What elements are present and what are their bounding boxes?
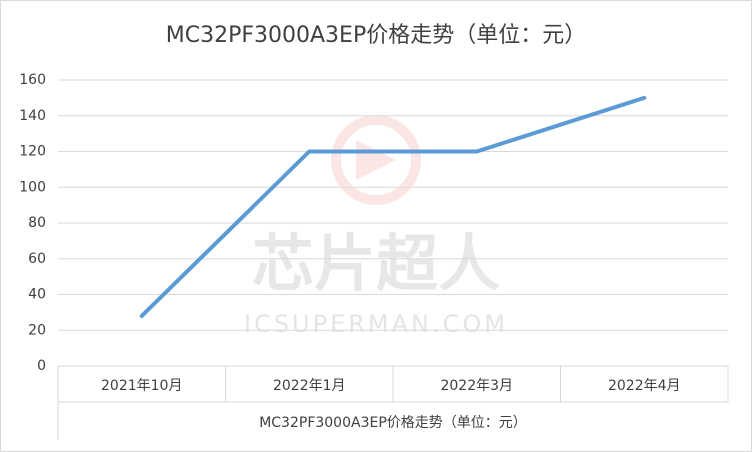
x-tick-label: 2021年10月	[101, 378, 182, 394]
y-tick-label: 80	[28, 215, 46, 231]
y-tick-label: 160	[19, 72, 46, 88]
y-tick-label: 60	[28, 251, 46, 267]
y-tick-label: 40	[28, 287, 46, 303]
y-tick-label: 0	[37, 358, 46, 374]
x-axis-title: MC32PF3000A3EP价格走势（单位：元）	[259, 415, 527, 431]
line-series	[139, 95, 647, 318]
x-tick-label: 2022年3月	[440, 378, 513, 394]
watermark-text: 芯片超人	[252, 227, 500, 300]
watermark-logo	[331, 115, 421, 205]
x-tick-label: 2022年1月	[273, 378, 346, 394]
y-tick-label: 20	[28, 322, 46, 338]
watermark-url: ICSUPERMAN.COM	[244, 310, 508, 338]
y-tick-label: 120	[19, 144, 46, 160]
x-tick-label: 2022年4月	[608, 378, 681, 394]
y-tick-label: 140	[19, 108, 46, 124]
y-tick-label: 100	[19, 179, 46, 195]
chart-title: MC32PF3000A3EP价格走势（单位：元）	[166, 23, 586, 48]
